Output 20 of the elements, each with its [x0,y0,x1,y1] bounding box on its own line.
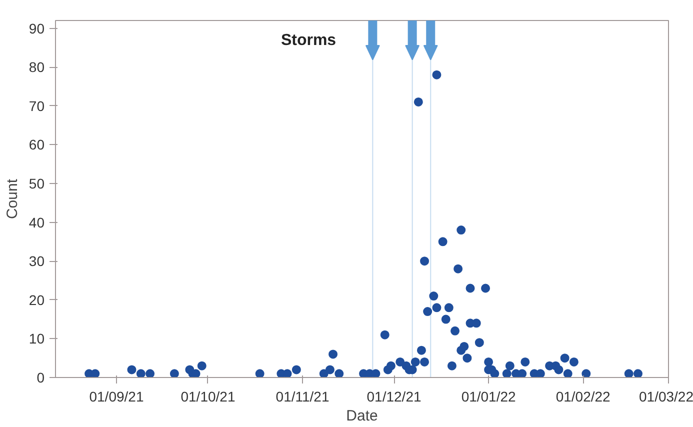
y-tick-label: 20 [28,292,45,308]
x-tick-label: 01/02/22 [556,388,611,404]
x-tick-label: 01/09/21 [89,388,144,404]
x-tick-label: 01/11/21 [276,388,330,404]
y-tick-label: 70 [28,98,45,114]
x-tick-label: 01/01/22 [461,388,516,404]
y-tick-label: 30 [28,253,45,270]
y-tick-label: 50 [28,175,45,192]
y-tick-label: 10 [28,330,45,347]
x-axis-title: Date [346,408,378,424]
y-tick-label: 60 [28,136,45,153]
y-axis-title: Count [4,178,21,220]
x-tick-label: 01/12/21 [366,388,422,404]
y-tick-label: 40 [28,214,45,230]
y-tick-label: 0 [36,370,45,386]
y-tick-label: 90 [28,20,45,36]
y-tick-label: 80 [28,59,45,76]
x-tick-label: 01/03/22 [639,388,693,404]
x-tick-label: 01/10/21 [180,388,236,404]
annotation: Storms [280,32,336,50]
